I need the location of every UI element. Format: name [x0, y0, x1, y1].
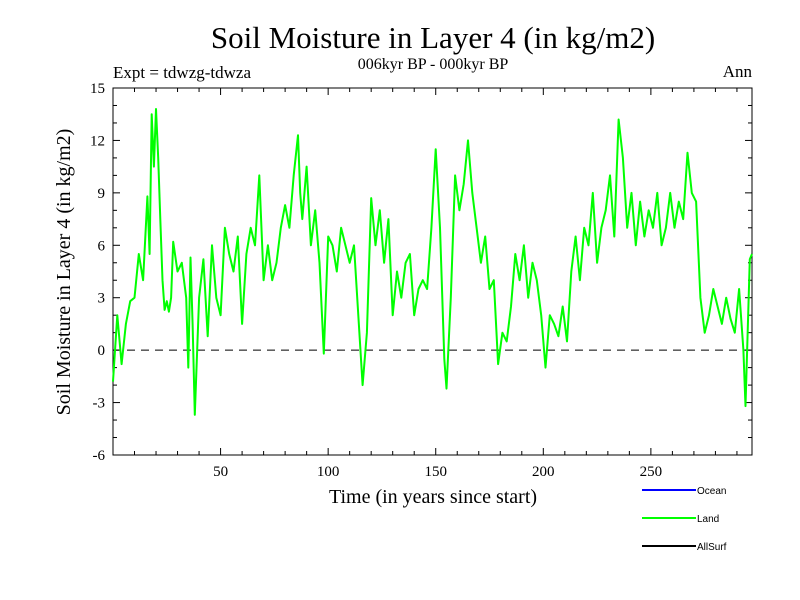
chart-subtitle: 006kyr BP - 000kyr BP [358, 56, 509, 73]
y-tick-label: 9 [98, 186, 106, 202]
x-tick-label: 250 [640, 464, 663, 480]
series-line-land [112, 108, 753, 416]
legend: Ocean Land AllSurf [642, 486, 727, 553]
plot-frame [112, 87, 753, 456]
y-tick-label: 6 [98, 238, 106, 254]
y-tick-label: 0 [98, 343, 106, 359]
x-tick-label: 50 [213, 464, 228, 480]
legend-label-allsurf: AllSurf [697, 542, 727, 553]
x-tick-label: 150 [424, 464, 447, 480]
y-tick-label: 15 [90, 81, 105, 97]
y-tick-label: 3 [98, 291, 106, 307]
y-axis-label: Soil Moisture in Layer 4 (in kg/m2) [53, 129, 75, 416]
y-tick-label: -6 [93, 448, 106, 464]
season-label: Ann [723, 62, 753, 81]
legend-label-land: Land [697, 514, 719, 525]
y-tick-label: 12 [90, 133, 105, 149]
x-tick-label: 100 [317, 464, 340, 480]
plot-area: -6 -3 0 3 6 9 12 15 50 100 150 200 250 [90, 81, 753, 480]
x-axis-label: Time (in years since start) [329, 486, 537, 508]
legend-label-ocean: Ocean [697, 486, 726, 497]
y-tick-label: -3 [93, 396, 106, 412]
x-tick-label: 200 [532, 464, 555, 480]
chart-title: Soil Moisture in Layer 4 (in kg/m2) [211, 20, 655, 55]
experiment-label: Expt = tdwzg-tdwza [113, 63, 251, 82]
